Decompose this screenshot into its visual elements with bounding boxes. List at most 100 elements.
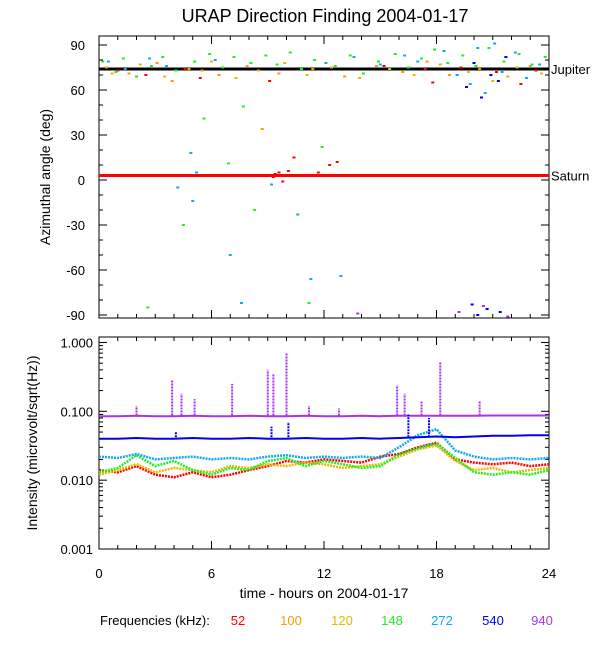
- data-point-272: [416, 60, 420, 63]
- data-point-100: [245, 65, 249, 67]
- data-point-100: [127, 72, 131, 75]
- data-point-272: [476, 47, 480, 49]
- data-point-120: [110, 72, 114, 75]
- data-point-540: [504, 56, 508, 58]
- data-point-148: [121, 57, 125, 60]
- intensity-line-120: [98, 444, 550, 476]
- frequency-legend-items: 52 100 120 148 272 540 940: [231, 613, 553, 628]
- data-point-52: [534, 69, 538, 72]
- data-point-272: [165, 65, 168, 67]
- data-point-120: [515, 66, 519, 69]
- data-point-52: [268, 80, 272, 82]
- data-point-148: [208, 53, 212, 55]
- data-point-100: [448, 74, 452, 76]
- data-point-148: [232, 56, 236, 58]
- data-point-272: [468, 83, 472, 85]
- data-point-52: [183, 68, 187, 70]
- data-point-148: [174, 69, 178, 72]
- data-point-272: [106, 60, 110, 63]
- legend-item-940: 940: [531, 613, 553, 628]
- data-point-100: [478, 68, 482, 70]
- data-point-120: [210, 60, 213, 63]
- data-point-52: [519, 83, 523, 85]
- legend-item-100: 100: [280, 613, 302, 628]
- data-point-52: [459, 66, 463, 69]
- data-point-100: [170, 80, 174, 82]
- data-point-540: [480, 96, 483, 99]
- bottom-panel-frame: [98, 336, 550, 550]
- data-point-148: [193, 60, 197, 63]
- data-point-272: [123, 68, 127, 70]
- data-point-540: [485, 308, 489, 310]
- data-point-100: [506, 75, 510, 78]
- x-tick-label: 6: [208, 566, 215, 581]
- intensity-line-272: [98, 427, 550, 461]
- data-point-272: [352, 56, 356, 58]
- data-point-148: [202, 117, 206, 120]
- data-point-100: [105, 66, 108, 69]
- data-point-52: [495, 71, 498, 73]
- data-point-272: [403, 54, 407, 57]
- data-point-272: [500, 71, 504, 73]
- data-point-148: [446, 62, 450, 64]
- data-point-272: [483, 92, 487, 94]
- data-point-100: [425, 60, 429, 63]
- frequency-legend-title: Frequencies (kHz):: [100, 613, 210, 628]
- y-tick-label: 30: [71, 128, 85, 143]
- data-point-148: [146, 306, 150, 309]
- data-point-272: [339, 275, 343, 277]
- data-point-272: [213, 59, 217, 61]
- bottom-panel-yaxis: 1.000 0.100 0.010 0.001: [60, 335, 549, 557]
- data-point-540: [470, 303, 474, 306]
- data-point-100: [260, 128, 264, 130]
- reference-label-saturn: Saturn: [551, 169, 589, 184]
- data-point-540: [496, 80, 500, 82]
- top-panel-xaxis: [98, 36, 550, 318]
- data-point-272: [513, 51, 517, 54]
- data-point-120: [256, 69, 260, 72]
- data-point-540: [476, 314, 480, 316]
- data-point-52: [382, 65, 386, 67]
- legend-item-540: 540: [482, 613, 504, 628]
- top-panel: Azimuthal angle (deg) 90 60 30 0 -30 -60 -90 J…: [37, 35, 591, 323]
- data-point-940: [356, 312, 360, 315]
- data-point-120: [138, 63, 142, 66]
- data-point-120: [358, 77, 362, 79]
- data-point-148: [135, 75, 138, 78]
- x-tick-label: 24: [542, 566, 556, 581]
- data-point-272: [296, 213, 300, 216]
- y-tick-label: 0.001: [60, 542, 93, 557]
- data-point-52: [273, 173, 277, 175]
- intensity-line-940: [99, 414, 549, 418]
- data-point-120: [412, 74, 416, 76]
- y-tick-label: 1.000: [60, 335, 93, 350]
- x-axis-label: time - hours on 2004-01-17: [240, 585, 409, 601]
- data-point-148: [474, 65, 478, 67]
- data-point-148: [288, 51, 292, 54]
- data-point-272: [270, 183, 273, 186]
- data-point-120: [187, 68, 191, 70]
- data-point-272: [176, 186, 180, 189]
- data-point-120: [491, 80, 495, 82]
- data-point-148: [376, 60, 380, 63]
- data-point-272: [455, 74, 459, 76]
- data-point-52: [116, 69, 120, 72]
- data-point-148: [313, 59, 317, 61]
- data-point-148: [275, 63, 279, 66]
- data-point-272: [195, 171, 198, 174]
- data-point-100: [375, 65, 378, 67]
- data-point-148: [393, 53, 397, 55]
- data-point-148: [406, 66, 410, 69]
- y-tick-label: 0.010: [60, 473, 93, 488]
- data-point-148: [420, 57, 423, 60]
- data-point-148: [433, 48, 437, 51]
- data-point-272: [309, 278, 313, 280]
- intensity-series: [98, 353, 550, 479]
- data-point-148: [253, 209, 257, 211]
- top-panel-yaxis: 90 60 30 0 -30 -60 -90: [66, 38, 549, 323]
- data-point-272: [493, 42, 497, 45]
- data-point-148: [307, 302, 311, 304]
- data-point-148: [241, 105, 245, 108]
- data-point-272: [442, 50, 446, 52]
- data-point-540: [465, 86, 468, 88]
